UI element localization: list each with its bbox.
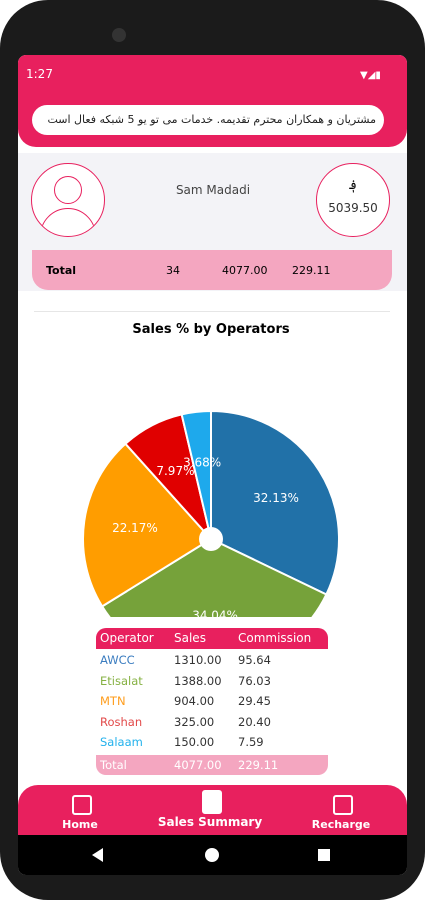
summary-cell: 4077.00 [222,264,268,277]
user-name: Sam Madadi [175,183,251,197]
table-cell: 95.64 [238,653,271,667]
slice-label: 34.04% [192,609,238,617]
table-cell: 20.40 [238,714,271,729]
nav-label[interactable]: Sales Summary [157,815,263,829]
table-cell: 1310.00 [174,653,222,667]
pie-slice [82,442,213,608]
status-icons: ▼◢▮ [360,70,381,81]
chart-title: Sales % by Operators [132,322,289,337]
home-button[interactable] [205,848,219,862]
avatar [31,163,105,237]
screen: 1:27 ▼◢▮ مشتریان و همکاران محترم تقدیمه.… [18,55,407,875]
nav-icon[interactable] [72,795,92,815]
table-cell: 29.45 [238,694,271,708]
total-cell: 4077.00 [174,758,222,772]
camera [112,28,126,42]
pie-chart: Sales % by Operators 32.13% 34.04% 22.17% 7… [82,322,340,617]
pie-slice [210,409,340,596]
total-cell: Total [100,758,127,772]
marquee-text: مشتریان و همکاران محترم تقدیمه. خدمات می… [47,113,376,126]
currency-symbol: ؋ [349,178,357,193]
slice-label: 3.68% [183,456,221,470]
system-nav [18,835,407,875]
operator-name: Etisalat [100,673,143,688]
header-cell: Operator [100,631,154,645]
slice-label: 32.13% [253,491,299,505]
marquee-box: مشتریان و همکاران محترم تقدیمه. خدمات می… [32,105,384,135]
table-header: Operator Sales Commission [96,628,328,649]
slice-label: 22.17% [112,521,158,535]
balance-circle: ؋ 5039.50 [316,163,390,237]
table-cell: 7.59 [238,735,264,749]
recents-button[interactable] [318,849,330,861]
operator-name: AWCC [100,653,135,667]
summary-cell: 229.11 [292,264,331,277]
back-button[interactable] [92,848,103,862]
status-time: 1:27 [26,67,53,81]
pie-hole [199,527,223,551]
nav-icon[interactable] [333,795,353,815]
total-cell: 229.11 [238,758,279,772]
summary-cell: Total [46,264,77,277]
header-cell: Sales [174,631,206,645]
avatar-head [54,176,82,204]
table-cell: 325.00 [174,714,215,729]
nav-label[interactable]: Home [62,818,98,831]
operator-name: MTN [100,694,126,708]
pie-slice [100,537,328,617]
table-cell: 76.03 [238,673,271,688]
operator-name: Salaam [100,735,143,749]
pie-slice [180,409,212,540]
divider [34,311,390,312]
summary-cell: 34 [166,264,180,277]
nav-items: Home Sales Summary Recharge [18,790,407,835]
table-cell: 150.00 [174,735,215,749]
avatar-body [40,208,96,236]
balance: 5039.50 [328,201,378,215]
sales-table: Operator Sales Commission AWCC 1310.00 95.64 E… [96,628,328,775]
nav-label[interactable]: Recharge [311,818,371,831]
slice-label: 7.97% [156,464,194,478]
table-cell: 904.00 [174,694,215,708]
table-cell: 1388.00 [174,673,222,688]
summary-total-row: Total 34 4077.00 229.11 [32,250,392,290]
header-cell: Commission [238,631,312,645]
operator-name: Roshan [100,714,143,729]
nav-icon[interactable] [202,790,222,814]
table-total-row: Total 4077.00 229.11 [96,755,328,775]
